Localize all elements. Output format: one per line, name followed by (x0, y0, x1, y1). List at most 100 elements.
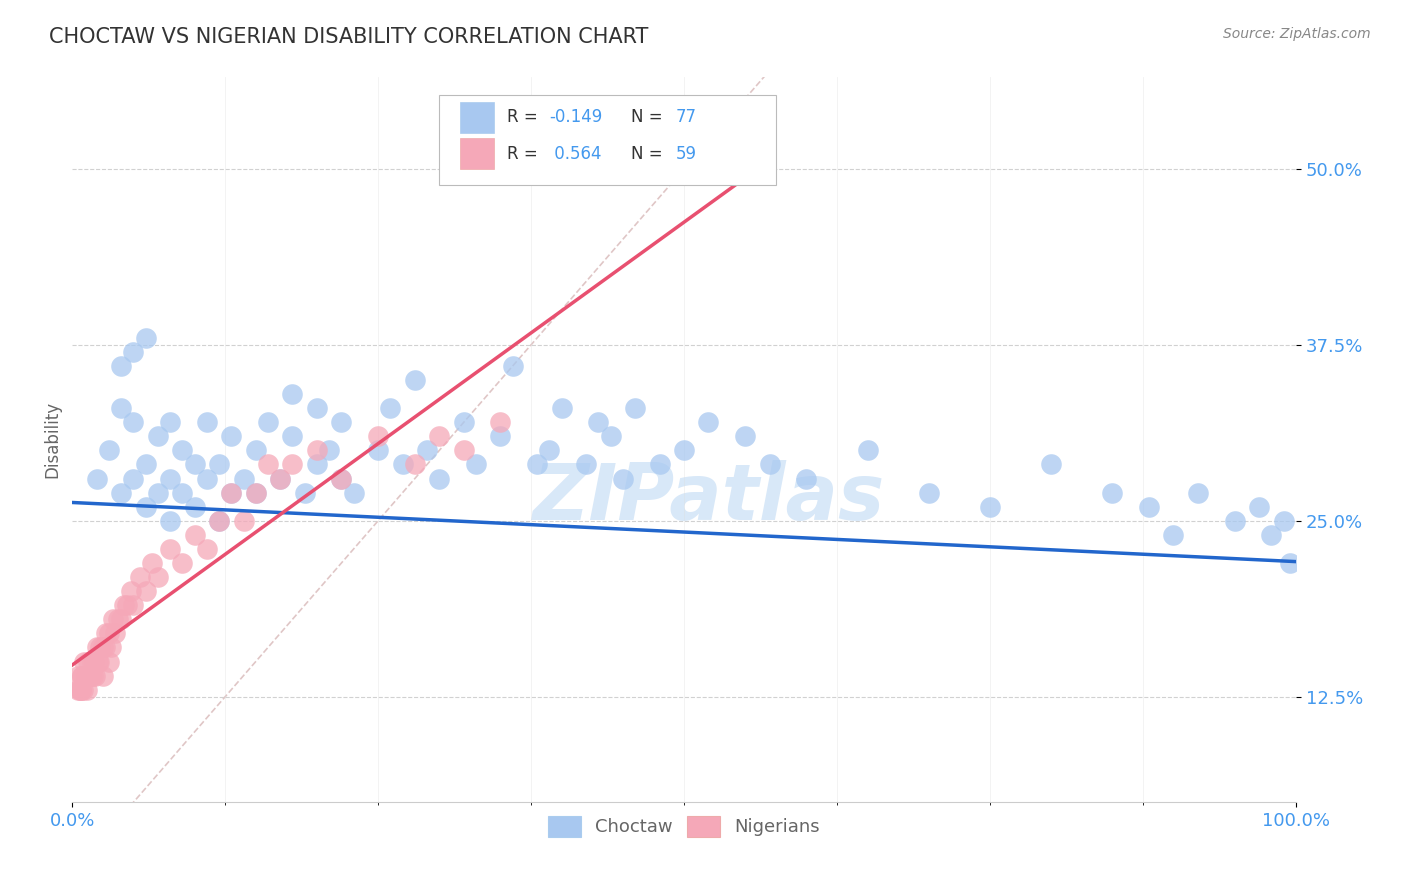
Point (67, 682, 90, 697)
Point (87, 655, 110, 669)
Point (89, 655, 111, 669)
Point (305, 401, 328, 416)
Point (305, 443, 328, 458)
Point (69, 682, 91, 697)
Point (281, 387, 304, 401)
Point (427, 472, 450, 486)
Point (183, 458, 205, 472)
Text: CHOCTAW VS NIGERIAN DISABILITY CORRELATION CHART: CHOCTAW VS NIGERIAN DISABILITY CORRELATI… (49, 27, 648, 46)
Point (135, 458, 157, 472)
Text: 0.564: 0.564 (550, 145, 602, 162)
Point (122, 472, 145, 486)
Point (318, 443, 340, 458)
Point (257, 415, 280, 429)
Point (96, 626, 118, 640)
Point (305, 458, 328, 472)
Point (281, 458, 304, 472)
Point (135, 584, 157, 599)
Point (84, 668, 107, 682)
Point (404, 373, 426, 387)
Point (427, 429, 450, 443)
Point (89, 640, 111, 655)
Point (73, 655, 96, 669)
Point (599, 429, 621, 443)
Point (159, 415, 181, 429)
Point (91, 668, 114, 682)
Point (404, 458, 426, 472)
Point (97, 443, 120, 458)
Point (465, 458, 488, 472)
Point (141, 556, 163, 570)
Point (208, 458, 231, 472)
Point (416, 443, 439, 458)
Point (110, 485, 132, 500)
Point (159, 472, 181, 486)
Point (245, 485, 267, 500)
Point (195, 415, 218, 429)
Point (82, 668, 104, 682)
Point (245, 443, 267, 458)
Point (391, 458, 413, 472)
Point (367, 429, 389, 443)
Point (75, 668, 97, 682)
Point (1260, 528, 1282, 542)
Point (91, 640, 114, 655)
Point (135, 331, 157, 345)
Point (1272, 514, 1295, 528)
Point (135, 500, 157, 514)
Point (489, 429, 512, 443)
Point (1278, 556, 1301, 570)
Point (856, 443, 879, 458)
Text: Source: ZipAtlas.com: Source: ZipAtlas.com (1223, 27, 1371, 41)
Point (128, 570, 150, 584)
Point (97, 655, 120, 669)
Point (624, 401, 647, 416)
FancyBboxPatch shape (460, 138, 495, 169)
Point (221, 485, 243, 500)
Point (107, 612, 129, 626)
Text: ZIPatlas: ZIPatlas (533, 460, 884, 536)
Point (257, 458, 280, 472)
Point (110, 612, 132, 626)
Point (453, 415, 475, 429)
Point (67, 668, 90, 682)
Point (1163, 528, 1185, 542)
Point (146, 429, 169, 443)
Point (70, 668, 93, 682)
Text: N =: N = (631, 108, 668, 127)
Point (183, 528, 205, 542)
Point (330, 472, 353, 486)
Point (294, 485, 316, 500)
Point (70, 668, 93, 682)
Text: R =: R = (506, 108, 543, 127)
Point (269, 472, 291, 486)
Point (453, 443, 475, 458)
Point (146, 485, 169, 500)
Point (758, 458, 780, 472)
Point (79, 668, 101, 682)
Point (245, 485, 267, 500)
Point (550, 401, 572, 416)
Point (672, 443, 695, 458)
Point (172, 556, 194, 570)
Point (221, 485, 243, 500)
Point (94, 640, 117, 655)
Point (221, 429, 243, 443)
Point (146, 570, 169, 584)
Point (269, 472, 291, 486)
Point (120, 584, 142, 599)
Point (110, 401, 132, 416)
Point (330, 415, 353, 429)
Point (367, 443, 389, 458)
FancyBboxPatch shape (439, 95, 776, 186)
Point (112, 599, 135, 613)
Point (172, 443, 194, 458)
Point (1040, 458, 1063, 472)
Point (122, 344, 145, 359)
Point (104, 626, 127, 640)
Text: 59: 59 (675, 145, 696, 162)
Point (697, 415, 720, 429)
Point (183, 500, 205, 514)
Point (122, 599, 145, 613)
Point (489, 415, 512, 429)
